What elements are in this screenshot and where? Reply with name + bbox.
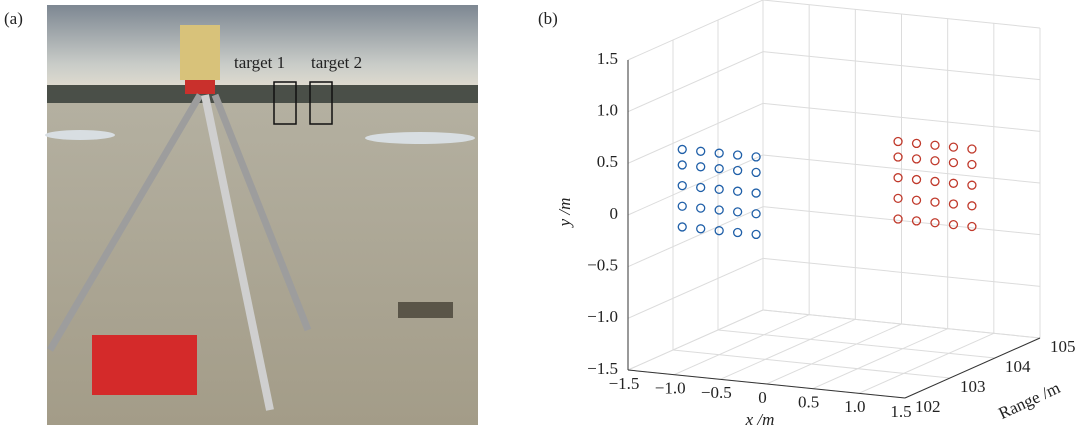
point (893, 173, 903, 183)
point (930, 218, 940, 228)
y-axis-label: y /m (555, 198, 574, 229)
point (911, 138, 922, 149)
point (677, 144, 687, 155)
point (714, 226, 724, 236)
point (948, 199, 959, 209)
x-tick-label: −1.5 (609, 374, 640, 393)
point (948, 157, 959, 168)
point (911, 174, 922, 185)
photo: target 1 target 2 (45, 5, 478, 425)
point (930, 156, 940, 166)
z-axis-label: Range /m (996, 378, 1064, 423)
grid-line (762, 102, 1041, 132)
grid-line (762, 309, 1041, 339)
point (696, 146, 706, 156)
point (930, 176, 940, 187)
point (732, 150, 743, 160)
grid-line (673, 314, 810, 376)
point (967, 144, 977, 154)
point (696, 203, 706, 213)
point (967, 201, 977, 211)
point (714, 148, 724, 158)
point (677, 180, 687, 191)
point (732, 186, 743, 196)
grid-line (627, 206, 764, 268)
y-tick-label: −1.5 (587, 359, 618, 378)
point (732, 165, 743, 176)
target-label: target 2 (311, 53, 362, 72)
grid-line (627, 309, 764, 371)
point (893, 136, 903, 147)
grid-line (762, 51, 1041, 81)
point (732, 227, 743, 238)
point (696, 162, 706, 172)
x-tick-label: 1.0 (844, 397, 865, 416)
grid-line (812, 328, 948, 390)
grid-line (627, 0, 764, 61)
z-tick-label: 105 (1050, 337, 1076, 356)
grid-line (672, 349, 951, 379)
z-tick-label: 103 (960, 377, 986, 396)
point (930, 197, 940, 207)
panel-label: (a) (4, 9, 23, 28)
x-tick-label: −0.5 (701, 383, 732, 402)
point (732, 207, 743, 217)
point (967, 221, 977, 232)
point (911, 154, 922, 164)
z-tick-label: 102 (915, 397, 941, 416)
grid-line (720, 318, 856, 380)
panel-label: (b) (538, 9, 558, 28)
point (930, 140, 940, 150)
point (967, 159, 977, 170)
axis-line (904, 337, 1041, 399)
grid-line (627, 51, 764, 113)
point (714, 184, 724, 194)
point (911, 216, 922, 226)
point (751, 167, 761, 178)
grid-line (858, 332, 995, 394)
y-tick-label: 1.5 (597, 49, 618, 68)
point (948, 142, 959, 152)
x-axis-label: x /m (745, 410, 775, 429)
point (751, 188, 761, 198)
grid-line (627, 154, 764, 216)
point (696, 182, 706, 193)
y-tick-label: −0.5 (587, 256, 618, 275)
axis-line (627, 369, 906, 399)
y-tick-label: 1.0 (597, 101, 618, 120)
point (893, 214, 903, 224)
y-tick-label: 0.5 (597, 152, 618, 171)
z-tick-label: 104 (1005, 357, 1031, 376)
grid-line (627, 257, 764, 319)
y-tick-label: −1.0 (587, 307, 618, 326)
x-tick-label: −1.0 (655, 379, 686, 398)
grid-line (766, 323, 902, 385)
point (751, 229, 761, 240)
point (714, 164, 724, 174)
point (677, 160, 687, 170)
grid-line (627, 102, 764, 164)
point (677, 201, 687, 211)
target-label: target 1 (234, 53, 285, 72)
grid-line (762, 0, 1041, 29)
grid-line (762, 257, 1041, 287)
grid-line (717, 329, 996, 359)
point (677, 222, 687, 232)
point (893, 152, 903, 162)
y-tick-label: 0 (610, 204, 619, 223)
point (696, 224, 706, 234)
x-tick-label: 0 (758, 388, 767, 407)
point (893, 193, 903, 204)
point (751, 152, 761, 162)
x-tick-label: 0.5 (798, 393, 819, 412)
point (948, 219, 959, 230)
x-tick-label: 1.5 (890, 402, 911, 421)
point (751, 209, 761, 219)
point (714, 205, 724, 215)
grid-line (762, 154, 1041, 184)
point (967, 180, 977, 190)
point (948, 178, 959, 188)
point (911, 195, 922, 205)
